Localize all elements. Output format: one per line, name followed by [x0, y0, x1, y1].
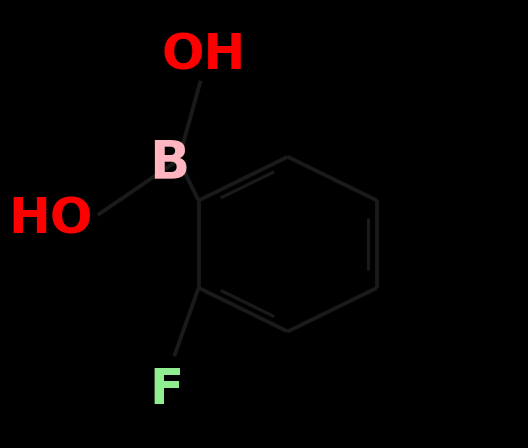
Text: OH: OH	[161, 32, 246, 80]
Text: HO: HO	[8, 195, 92, 244]
Text: F: F	[149, 366, 183, 414]
Text: B: B	[149, 138, 189, 190]
